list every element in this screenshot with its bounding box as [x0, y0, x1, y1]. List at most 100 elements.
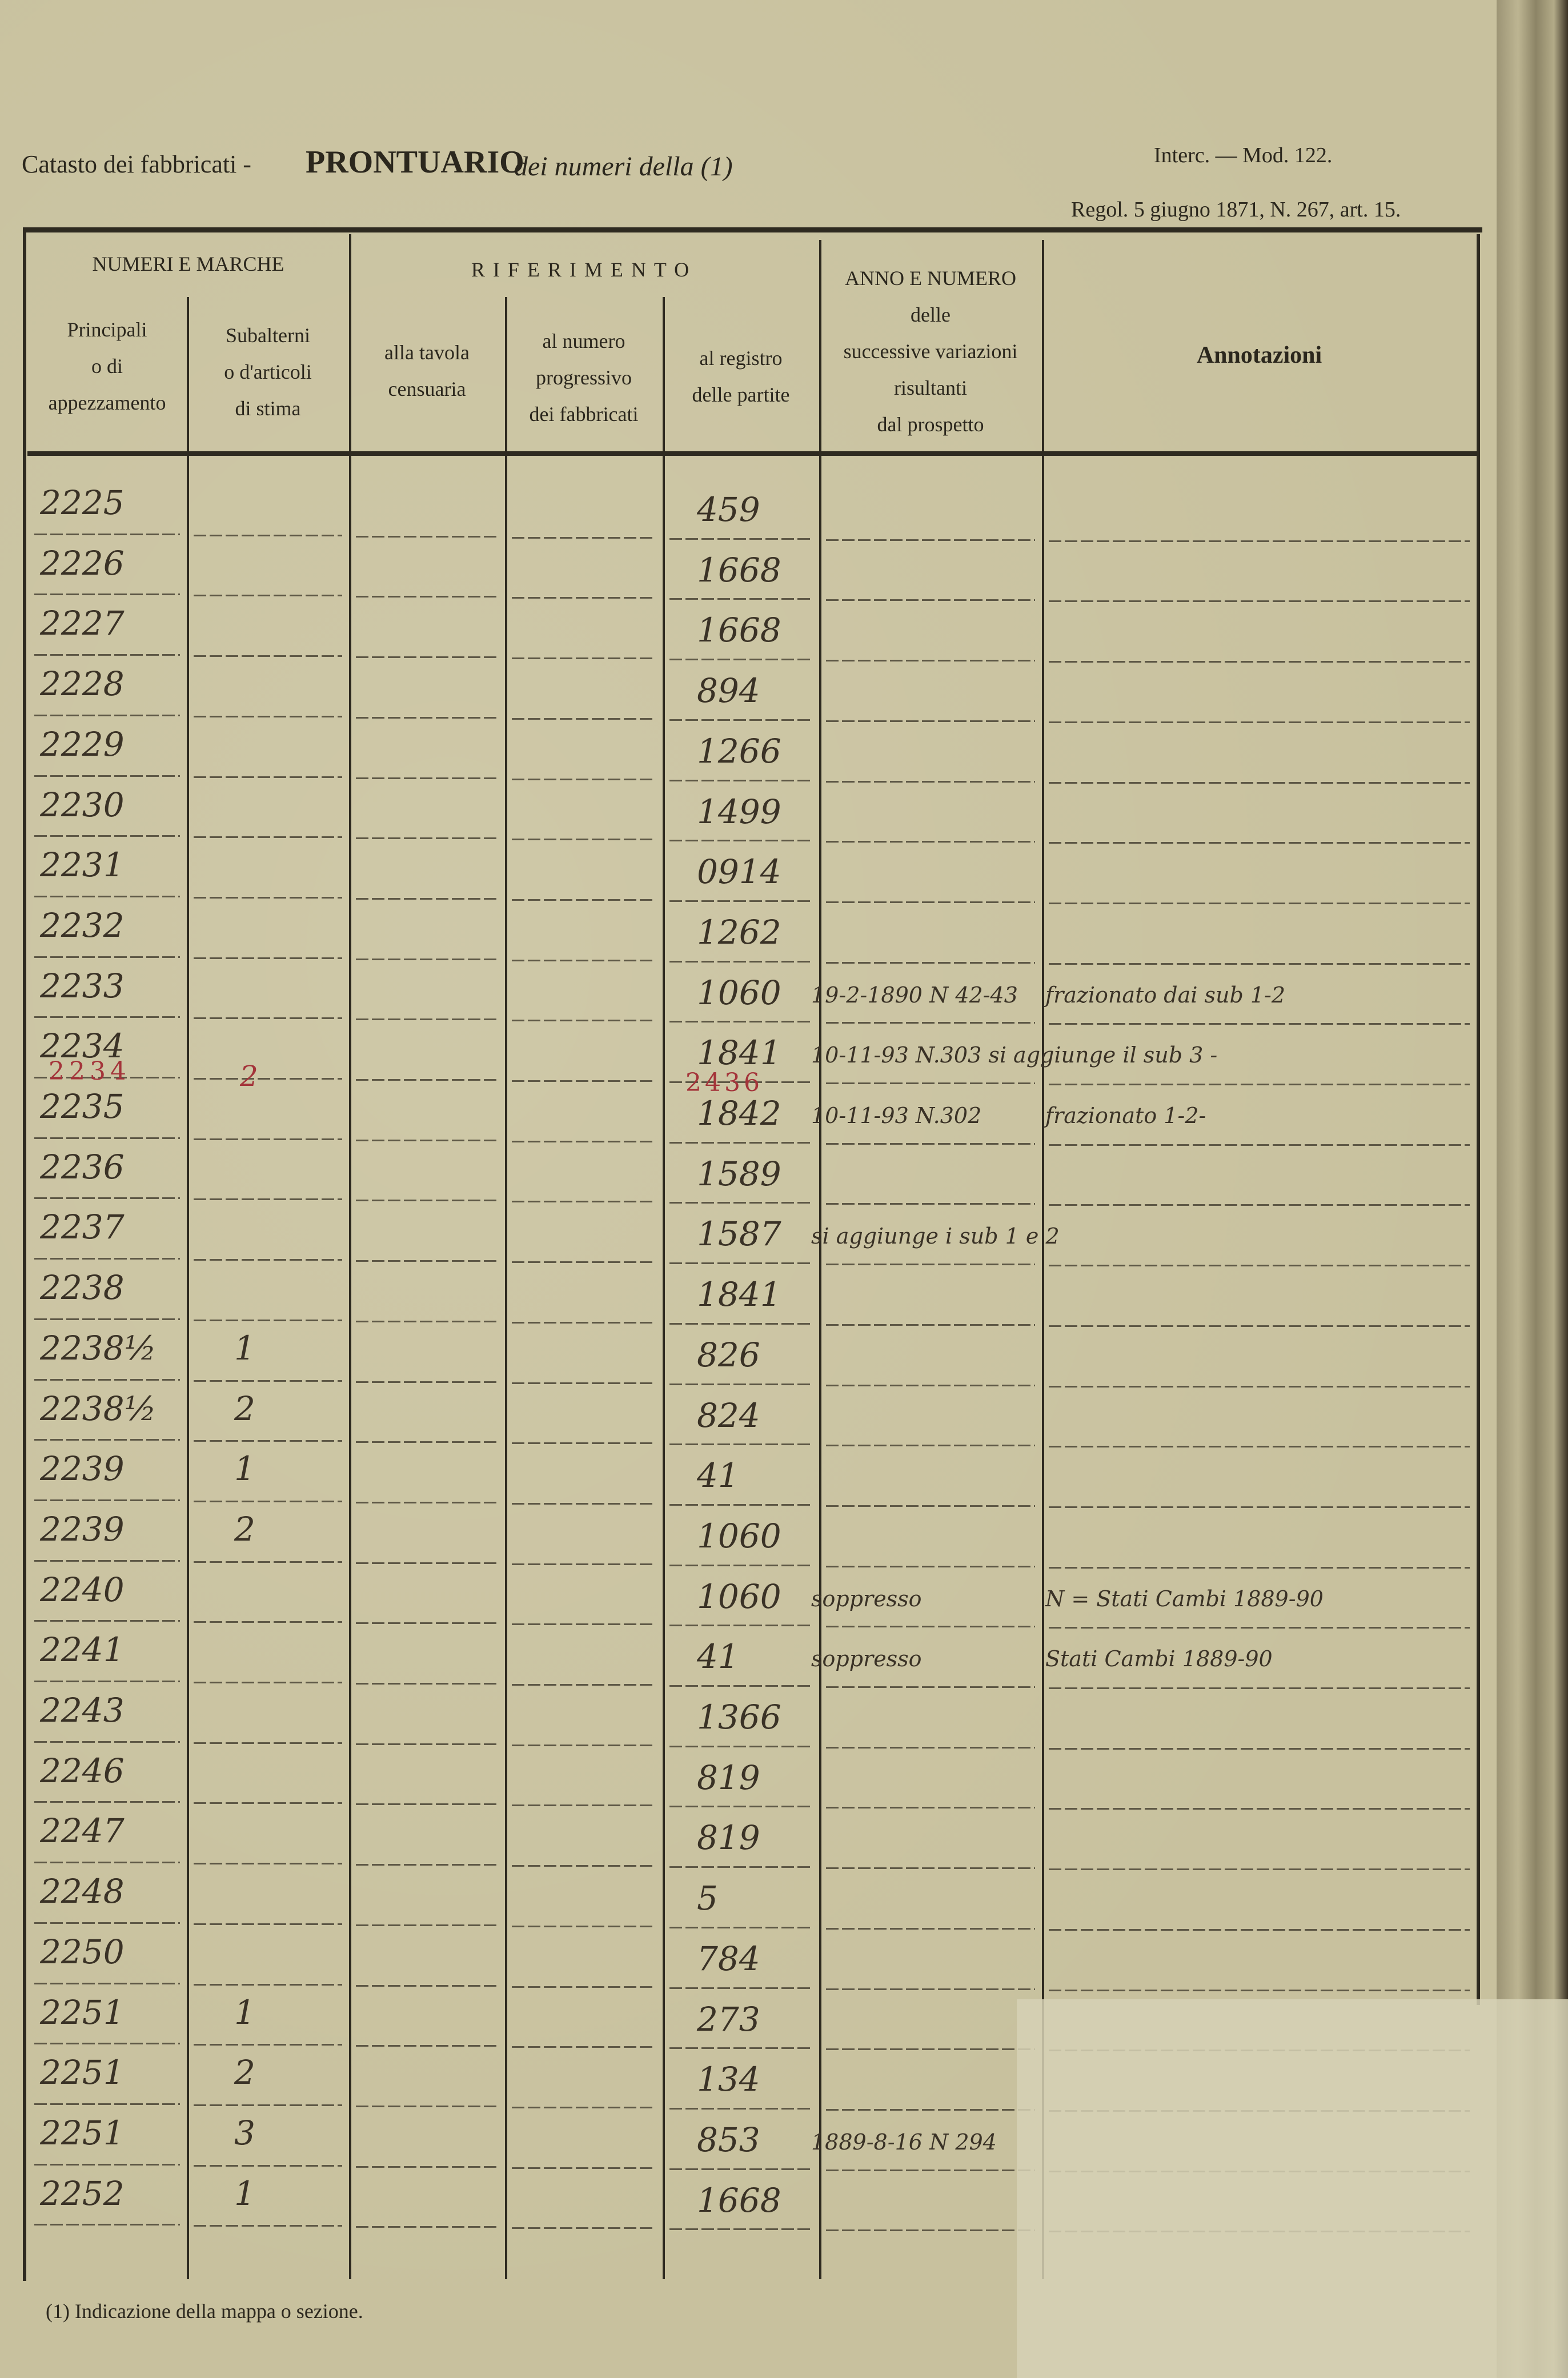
- cell-registro: 1842: [697, 1094, 781, 1133]
- row-rule: [669, 900, 812, 902]
- cell-principale: 2230: [40, 785, 125, 824]
- row-rule: [194, 1380, 342, 1382]
- cell-registro: 1366: [697, 1698, 781, 1737]
- row-rule: [512, 1865, 656, 1867]
- row-rule: [1049, 1747, 1470, 1750]
- cell-registro: 784: [697, 1939, 760, 1978]
- cell-principale: 2227: [40, 604, 125, 643]
- row-rule: [669, 1021, 812, 1023]
- row-rule: [512, 1201, 656, 1203]
- cell-principale: 2238: [40, 1268, 125, 1308]
- paper-patch: [1017, 1999, 1568, 2378]
- row-rule: [512, 1623, 656, 1626]
- cell-principale: 2225: [40, 483, 125, 522]
- row-rule: [826, 780, 1035, 783]
- cell-principale: 2239: [40, 1509, 125, 1549]
- row-rule: [512, 1744, 656, 1746]
- row-rule: [194, 776, 342, 778]
- row-rule: [356, 716, 498, 719]
- row-rule: [512, 1502, 656, 1505]
- row-rule: [669, 1564, 812, 1566]
- cell-registro: 1668: [697, 611, 781, 650]
- model-number: Interc. — Mod. 122.: [1154, 143, 1333, 167]
- title-prefix: Catasto dei fabbricati -: [22, 150, 251, 178]
- row-rule: [512, 2106, 656, 2108]
- cell-principale: 2246: [40, 1751, 125, 1790]
- cell-registro: 1262: [697, 912, 781, 952]
- row-rule: [669, 1926, 812, 1928]
- cell-registro: 1060: [697, 1516, 781, 1555]
- row-rule: [194, 896, 342, 899]
- row-rule: [512, 657, 656, 660]
- cell-principale: 2235: [40, 1087, 125, 1126]
- cell-principale: 2248: [40, 1872, 125, 1911]
- row-rule: [34, 1197, 180, 1200]
- cell-variazione: 1889-8-16 N 294: [811, 2129, 997, 2155]
- row-rule: [1049, 1385, 1470, 1387]
- row-rule: [1049, 1868, 1470, 1871]
- row-rule: [512, 1382, 656, 1384]
- row-rule: [356, 1864, 498, 1866]
- row-rule: [1049, 1808, 1470, 1810]
- row-rule: [512, 597, 656, 599]
- cell-principale: 2229: [40, 724, 125, 764]
- row-rule: [356, 535, 498, 538]
- row-rule: [1049, 1325, 1470, 1327]
- row-rule: [826, 1142, 1035, 1145]
- header-principali: Principali o di appezzamento: [48, 318, 166, 414]
- row-rule: [194, 1500, 342, 1502]
- cell-subalterno: 1: [234, 1992, 255, 2032]
- row-rule: [356, 2226, 498, 2228]
- cell-principale: 2228: [40, 664, 125, 704]
- row-rule: [669, 1745, 812, 1747]
- row-rule: [826, 961, 1035, 964]
- cell-variazione: 10-11-93 N.303 si aggiunge il sub 3 -: [811, 1042, 1218, 1068]
- row-rule: [512, 1321, 656, 1324]
- row-rule: [1049, 1928, 1470, 1931]
- row-rule: [194, 1440, 342, 1442]
- header-riferimento: RIFERIMENTO: [471, 258, 697, 281]
- row-rule: [356, 1139, 498, 1141]
- row-rule: [669, 2047, 812, 2050]
- row-rule: [356, 1984, 498, 1987]
- cell-variazione: si aggiunge i sub 1 e 2: [811, 1224, 1060, 1249]
- row-rule: [34, 2163, 180, 2166]
- row-rule: [356, 958, 498, 960]
- cell-registro: 853: [697, 2120, 760, 2159]
- row-rule: [826, 1445, 1035, 1447]
- footer-note: (1) Indicazione della mappa o sezione.: [46, 2300, 363, 2323]
- row-rule: [669, 2107, 812, 2110]
- header-progressivo: al numero progressivo dei fabbricati: [529, 330, 639, 426]
- cell-registro: 819: [697, 1818, 760, 1858]
- row-rule: [512, 959, 656, 961]
- row-rule: [34, 1499, 180, 1501]
- row-rule: [34, 1378, 180, 1381]
- cell-registro: 134: [697, 2060, 760, 2099]
- row-rule: [826, 2108, 1035, 2111]
- row-rule: [512, 778, 656, 780]
- row-rule: [1049, 1084, 1470, 1085]
- row-rule: [356, 1501, 498, 1503]
- row-rule: [669, 1806, 812, 1808]
- row-rule: [669, 2228, 812, 2231]
- cell-registro: 826: [697, 1335, 760, 1374]
- row-rule: [669, 538, 812, 540]
- row-rule: [34, 1620, 180, 1622]
- row-rule: [34, 1318, 180, 1320]
- row-rule: [194, 1621, 342, 1623]
- row-rule: [669, 1625, 812, 1627]
- cell-principale: 2238½: [40, 1328, 157, 1368]
- row-rule: [826, 1927, 1035, 1930]
- row-rule: [826, 660, 1035, 662]
- cell-annotazione: frazionato dai sub 1-2: [1045, 982, 1286, 1008]
- cell-principale: 2240: [40, 1570, 125, 1609]
- cell-variazione: soppresso: [811, 1646, 922, 1672]
- row-rule: [512, 1442, 656, 1445]
- row-rule: [194, 1863, 342, 1865]
- row-rule: [34, 1439, 180, 1441]
- row-rule: [356, 1381, 498, 1383]
- row-rule: [1049, 540, 1470, 542]
- row-rule: [194, 595, 342, 597]
- cell-registro: 1841: [697, 1033, 781, 1073]
- row-rule: [34, 2103, 180, 2105]
